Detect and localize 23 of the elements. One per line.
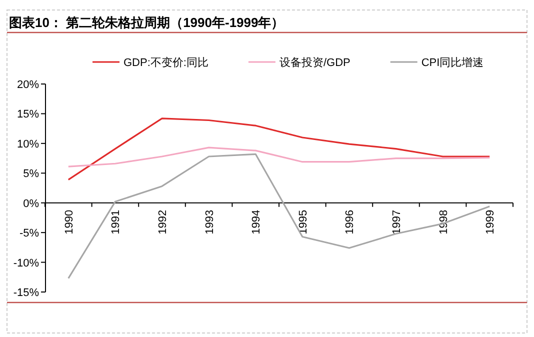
y-tick-label: 0% <box>23 198 40 210</box>
x-tick-label: 1992 <box>157 210 169 234</box>
legend-label: 设备投资/GDP <box>279 57 350 69</box>
y-tick-label: 15% <box>16 108 40 121</box>
y-tick-label: 10% <box>16 138 40 150</box>
x-tick-label: 1995 <box>297 210 310 234</box>
y-tick-label: 5% <box>23 168 40 180</box>
y-tick-label: -10% <box>13 257 40 270</box>
x-tick-label: 1991 <box>110 210 122 234</box>
x-tick-label: 1997 <box>391 210 403 234</box>
line-series <box>68 118 490 180</box>
legend-label: CPI同比增速 <box>421 56 484 69</box>
chart-title: 图表10： 第二轮朱格拉周期（1990年-1999年） <box>9 15 284 30</box>
y-tick-label: -5% <box>19 228 40 240</box>
x-tick-label: 1990 <box>63 210 76 234</box>
legend-label: GDP:不变价:同比 <box>124 56 208 69</box>
x-tick-label: 1994 <box>250 210 263 234</box>
x-tick-label: 1999 <box>484 210 497 234</box>
x-tick-label: 1996 <box>344 210 356 234</box>
x-tick-label: 1993 <box>204 210 216 234</box>
line-series <box>68 146 490 168</box>
y-tick-label: 20% <box>16 79 40 91</box>
y-tick-label: -15% <box>13 287 40 299</box>
